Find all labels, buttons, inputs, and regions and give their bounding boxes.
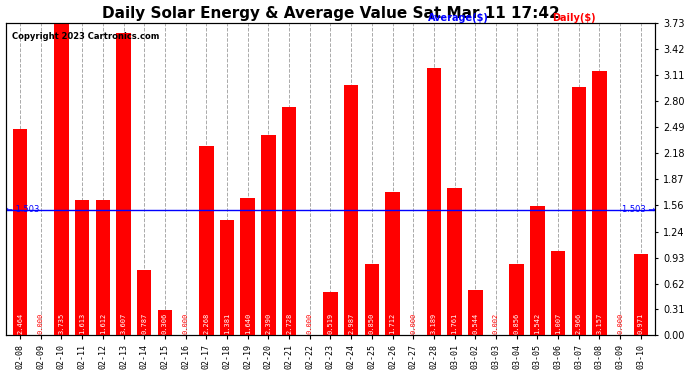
Text: 2.728: 2.728 <box>286 312 292 334</box>
Text: 0.856: 0.856 <box>513 312 520 334</box>
Bar <box>530 206 544 335</box>
Text: Average($): Average($) <box>428 13 489 23</box>
Text: 3.607: 3.607 <box>121 312 126 334</box>
Bar <box>426 68 441 335</box>
Bar <box>75 200 90 335</box>
Bar <box>592 71 607 335</box>
Bar <box>199 146 213 335</box>
Text: 1.612: 1.612 <box>100 312 106 334</box>
Text: Daily($): Daily($) <box>552 13 595 23</box>
Text: 1.712: 1.712 <box>390 312 395 334</box>
Text: 2.390: 2.390 <box>266 312 271 334</box>
Text: 3.189: 3.189 <box>431 312 437 334</box>
Bar <box>96 201 110 335</box>
Text: 2.987: 2.987 <box>348 312 354 334</box>
Bar <box>240 198 255 335</box>
Text: 0.306: 0.306 <box>162 312 168 334</box>
Text: 0.787: 0.787 <box>141 312 147 334</box>
Bar <box>261 135 275 335</box>
Text: 1.761: 1.761 <box>451 312 457 334</box>
Text: 1.381: 1.381 <box>224 312 230 334</box>
Text: 1.613: 1.613 <box>79 312 85 334</box>
Text: 0.000: 0.000 <box>617 312 623 334</box>
Text: 0.000: 0.000 <box>183 312 188 334</box>
Text: 1.542: 1.542 <box>534 312 540 334</box>
Bar <box>55 23 69 335</box>
Text: 3.157: 3.157 <box>596 312 602 334</box>
Bar <box>323 292 337 335</box>
Bar <box>13 129 28 335</box>
Bar <box>551 251 565 335</box>
Bar <box>571 87 586 335</box>
Text: 0.000: 0.000 <box>307 312 313 334</box>
Text: 3.735: 3.735 <box>59 312 64 334</box>
Title: Daily Solar Energy & Average Value Sat Mar 11 17:42: Daily Solar Energy & Average Value Sat M… <box>101 6 560 21</box>
Text: 0.544: 0.544 <box>472 312 478 334</box>
Bar <box>447 188 462 335</box>
Text: 1.007: 1.007 <box>555 312 561 334</box>
Text: 0.971: 0.971 <box>638 312 644 334</box>
Text: 0.519: 0.519 <box>328 312 333 334</box>
Bar <box>364 264 379 335</box>
Bar <box>633 254 648 335</box>
Text: 0.002: 0.002 <box>493 312 499 334</box>
Text: 1.640: 1.640 <box>245 312 250 334</box>
Text: 0.000: 0.000 <box>38 312 43 334</box>
Text: ← 1.503: ← 1.503 <box>6 205 39 214</box>
Bar <box>468 290 482 335</box>
Bar <box>157 310 172 335</box>
Text: 0.850: 0.850 <box>369 312 375 334</box>
Bar <box>219 220 234 335</box>
Bar <box>137 270 151 335</box>
Bar <box>509 264 524 335</box>
Text: 0.000: 0.000 <box>410 312 416 334</box>
Text: 2.268: 2.268 <box>204 312 209 334</box>
Text: 2.464: 2.464 <box>17 312 23 334</box>
Bar <box>116 33 130 335</box>
Text: 2.966: 2.966 <box>575 312 582 334</box>
Bar <box>282 107 296 335</box>
Text: Copyright 2023 Cartronics.com: Copyright 2023 Cartronics.com <box>12 33 159 42</box>
Bar <box>385 192 400 335</box>
Text: 1.503 →: 1.503 → <box>622 205 656 214</box>
Bar <box>344 86 358 335</box>
